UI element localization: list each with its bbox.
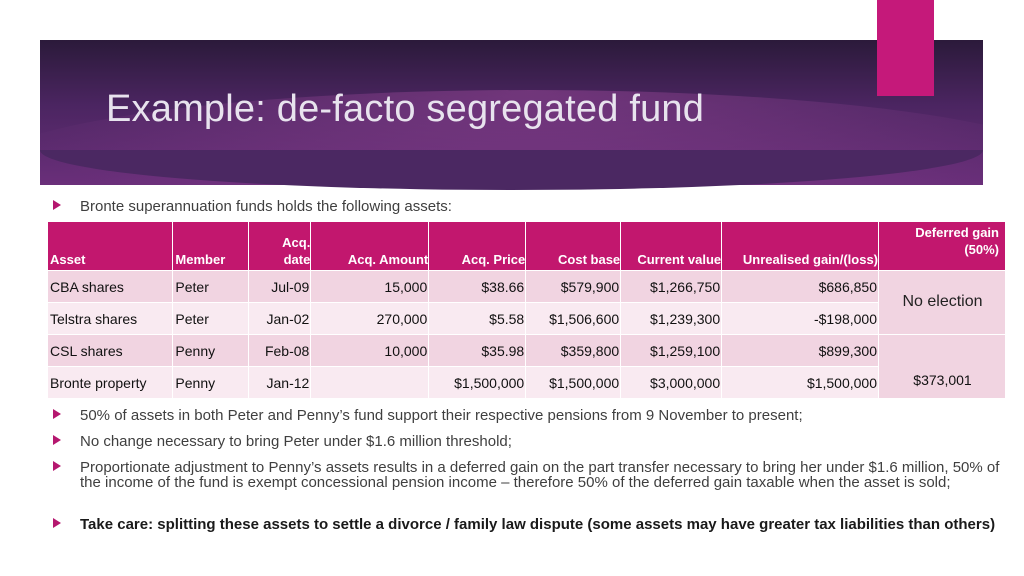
cell-member: Peter [172, 270, 250, 303]
note-text: Proportionate adjustment to Penny’s asse… [80, 459, 1000, 491]
table-header-row: Asset Member Acq. date Acq. Amount Acq. P… [48, 222, 1006, 271]
cell-cost-base: $1,506,600 [525, 302, 622, 335]
note-text: No change necessary to bring Peter under… [80, 433, 512, 450]
cell-asset: Telstra shares [48, 302, 174, 335]
table-row: CSL shares Penny Feb-08 10,000 $35.98 $3… [48, 334, 1006, 398]
header-acq-amount: Acq. Amount [310, 222, 430, 271]
cell-date: Jan-02 [248, 302, 312, 335]
cell-deferred-penny: $373,001 [878, 334, 1006, 398]
bullet-arrow-icon [53, 409, 61, 419]
cell-cost-base: $359,800 [525, 334, 622, 367]
header-acq-date: Acq. date [248, 222, 312, 271]
cell-member: Penny [172, 366, 250, 398]
cell-price: $5.58 [428, 302, 527, 335]
header-deferred-line2: (50%) [964, 242, 999, 257]
assets-table: Asset Member Acq. date Acq. Amount Acq. P… [48, 222, 1006, 398]
note-text: 50% of assets in both Peter and Penny’s … [80, 407, 803, 424]
note-bullet: Take care: splitting these assets to set… [53, 517, 995, 532]
bullet-arrow-icon [53, 461, 61, 471]
header-acq-price: Acq. Price [428, 222, 527, 271]
cell-amount [310, 366, 430, 398]
table-row: Bronte property Penny Jan-12 $1,500,000 … [48, 366, 1006, 398]
deferred-penny-value: $373,001 [913, 372, 972, 388]
note-text-emphasis: Take care: splitting these assets to set… [80, 516, 996, 533]
cell-asset: Bronte property [48, 366, 174, 398]
bullet-arrow-icon [53, 200, 61, 210]
cell-member: Penny [172, 334, 250, 367]
table-row: Telstra shares Peter Jan-02 270,000 $5.5… [48, 302, 1006, 335]
intro-text: Bronte superannuation funds holds the fo… [80, 198, 452, 215]
slide-title: Example: de-facto segregated fund [106, 88, 705, 130]
header-unrealised: Unrealised gain/(loss) [721, 222, 880, 271]
header-asset: Asset [48, 222, 174, 271]
header-cost-base: Cost base [525, 222, 622, 271]
cell-unrealised: $899,300 [721, 334, 880, 367]
header-deferred-line1: Deferred gain [915, 225, 999, 240]
cell-price: $38.66 [428, 270, 527, 303]
intro-bullet: Bronte superannuation funds holds the fo… [53, 199, 452, 214]
header-current-value: Current value [620, 222, 723, 271]
header-deferred-gain: Deferred gain (50%) [878, 222, 1006, 271]
cell-date: Jan-12 [248, 366, 312, 398]
cell-unrealised: -$198,000 [721, 302, 880, 335]
deferred-peter-value: No election [902, 293, 983, 310]
cell-deferred-peter: No election [878, 270, 1006, 335]
bullet-arrow-icon [53, 435, 61, 445]
header-member: Member [172, 222, 250, 271]
cell-date: Feb-08 [248, 334, 312, 367]
bullet-arrow-icon [53, 518, 61, 528]
cell-amount: 10,000 [310, 334, 430, 367]
cell-amount: 15,000 [310, 270, 430, 303]
cell-unrealised: $686,850 [721, 270, 880, 303]
cell-price: $1,500,000 [428, 366, 527, 398]
cell-member: Peter [172, 302, 250, 335]
cell-current-value: $1,239,300 [620, 302, 723, 335]
note-bullet: 50% of assets in both Peter and Penny’s … [53, 408, 803, 423]
cell-cost-base: $579,900 [525, 270, 622, 303]
cell-current-value: $3,000,000 [620, 366, 723, 398]
cell-current-value: $1,259,100 [620, 334, 723, 367]
accent-tab [877, 0, 934, 96]
table-row: CBA shares Peter Jul-09 15,000 $38.66 $5… [48, 270, 1006, 335]
cell-current-value: $1,266,750 [620, 270, 723, 303]
note-bullet: No change necessary to bring Peter under… [53, 434, 512, 449]
cell-cost-base: $1,500,000 [525, 366, 622, 398]
note-bullet: Proportionate adjustment to Penny’s asse… [53, 460, 999, 490]
cell-unrealised: $1,500,000 [721, 366, 880, 398]
cell-date: Jul-09 [248, 270, 312, 303]
cell-asset: CBA shares [48, 270, 174, 303]
cell-asset: CSL shares [48, 334, 174, 367]
header-acq-date-line1: Acq. [282, 235, 311, 250]
cell-amount: 270,000 [310, 302, 430, 335]
cell-price: $35.98 [428, 334, 527, 367]
header-acq-date-line2: date [283, 252, 311, 267]
